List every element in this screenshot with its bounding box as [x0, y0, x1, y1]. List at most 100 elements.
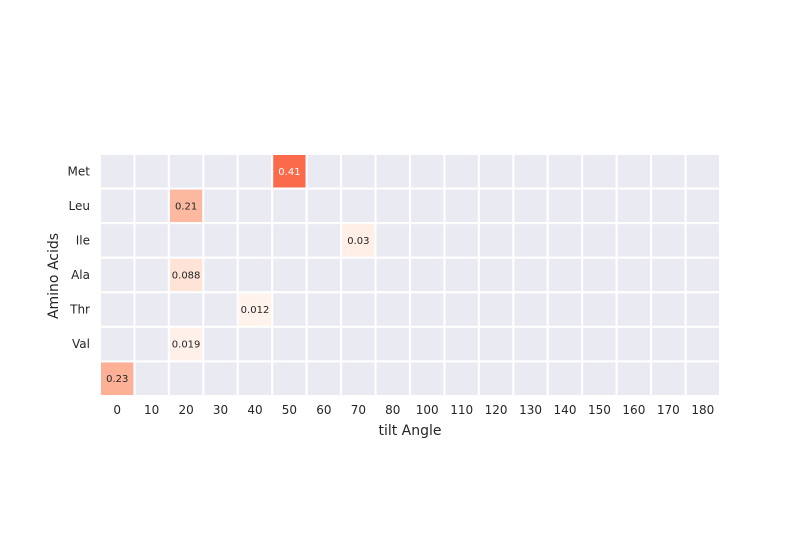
heatmap-cell — [167, 222, 205, 259]
heatmap-cell — [374, 153, 411, 190]
heatmap-cell — [133, 187, 170, 225]
heatmap-cell — [409, 187, 446, 225]
heatmap-cell — [477, 256, 515, 294]
y-tick-label: Leu — [69, 199, 90, 213]
heatmap-cell — [546, 256, 584, 294]
heatmap-cell — [236, 291, 274, 328]
heatmap-cell — [581, 256, 618, 294]
heatmap-cell — [684, 187, 721, 225]
x-tick-label: 40 — [247, 403, 262, 417]
heatmap-cell — [305, 256, 343, 294]
heatmap-cell — [167, 291, 205, 328]
cell-value-label: 0.41 — [278, 167, 300, 178]
x-tick-label: 70 — [351, 403, 366, 417]
heatmap-cell — [581, 360, 618, 397]
heatmap-cell — [512, 325, 549, 363]
heatmap-cell — [99, 291, 136, 328]
heatmap-cell — [271, 360, 308, 397]
x-tick-label: 110 — [450, 403, 473, 417]
heatmap-cell — [236, 360, 274, 397]
heatmap-cell — [133, 153, 170, 190]
heatmap-cell — [443, 360, 480, 397]
x-tick-label: 170 — [657, 403, 680, 417]
heatmap-cell — [202, 325, 239, 363]
x-tick-label: 0 — [113, 403, 121, 417]
heatmap-cell — [615, 256, 653, 294]
heatmap-cell — [340, 187, 377, 225]
x-tick-label: 120 — [485, 403, 508, 417]
heatmap-cell — [443, 291, 480, 328]
heatmap-cell — [167, 360, 205, 397]
heatmap-cell — [477, 360, 515, 397]
y-tick-label: Ile — [76, 233, 90, 247]
heatmap-cell — [271, 291, 308, 328]
heatmap-cell — [443, 325, 480, 363]
heatmap-cell — [133, 360, 170, 397]
cell-value-label: 0.23 — [106, 374, 128, 385]
heatmap-cell — [581, 153, 618, 190]
cell-value-label: 0.019 — [172, 340, 201, 351]
heatmap-cell — [271, 325, 308, 363]
cell-value-label: 0.012 — [241, 305, 270, 316]
x-tick-label: 10 — [144, 403, 159, 417]
heatmap-cell — [133, 256, 170, 294]
heatmap-cell — [546, 325, 584, 363]
y-tick-label: Val — [72, 337, 90, 351]
x-tick-label: 180 — [691, 403, 714, 417]
heatmap-cell — [546, 291, 584, 328]
heatmap-cell — [99, 256, 136, 294]
heatmap-cell — [581, 222, 618, 259]
cell-labels: 0.41 0.21 0.03 0.088 0.012 0.019 0.23 — [106, 167, 369, 385]
heatmap-cell — [512, 291, 549, 328]
heatmap-cell — [305, 187, 343, 225]
heatmap-cell — [477, 325, 515, 363]
x-tick-label: 100 — [416, 403, 439, 417]
y-tick-label: Met — [68, 164, 91, 178]
heatmap-cell — [684, 291, 721, 328]
y-axis-label: Amino Acids — [46, 233, 62, 319]
heatmap-cell — [512, 256, 549, 294]
heatmap-cell — [305, 360, 343, 397]
heatmap-cell — [477, 291, 515, 328]
heatmap-cell — [202, 153, 239, 190]
heatmap-cell — [340, 360, 377, 397]
x-tick-label: 80 — [385, 403, 400, 417]
heatmap-cell — [340, 256, 377, 294]
heatmap-cell — [512, 222, 549, 259]
heatmap-cell — [581, 325, 618, 363]
heatmap-cell — [305, 222, 343, 259]
heatmap-cell — [546, 360, 584, 397]
heatmap-cell — [650, 291, 687, 328]
heatmap-cell — [443, 256, 480, 294]
heatmap-cell — [409, 256, 446, 294]
cell-value-label: 0.088 — [172, 271, 201, 282]
heatmap-cell — [546, 187, 584, 225]
heatmap-cell — [202, 256, 239, 294]
heatmap-cell — [409, 291, 446, 328]
heatmap-cell — [409, 222, 446, 259]
heatmap-cell — [650, 187, 687, 225]
heatmap-cell — [133, 325, 170, 363]
heatmap-cell — [684, 222, 721, 259]
heatmap-cell — [271, 187, 308, 225]
y-tick-label: Ala — [71, 268, 90, 282]
heatmap-cell — [650, 222, 687, 259]
heatmap-cell — [202, 291, 239, 328]
heatmap-cell — [615, 325, 653, 363]
heatmap-cell — [305, 153, 343, 190]
plot-area — [99, 153, 721, 397]
heatmap-cell — [99, 153, 136, 190]
heatmap-cell — [202, 222, 239, 259]
heatmap-cell — [615, 360, 653, 397]
x-tick-label: 50 — [282, 403, 297, 417]
heatmap-cell — [581, 291, 618, 328]
heatmap-cell — [615, 187, 653, 225]
x-tick-label: 130 — [519, 403, 542, 417]
heatmap-cell — [305, 291, 343, 328]
heatmap-cell — [650, 360, 687, 397]
heatmap-cell — [477, 222, 515, 259]
heatmap-cell — [340, 325, 377, 363]
heatmap-cell — [374, 222, 411, 259]
heatmap-cell — [512, 360, 549, 397]
